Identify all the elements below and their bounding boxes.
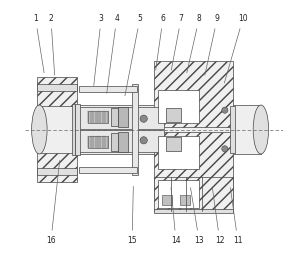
Text: 11: 11 bbox=[230, 188, 242, 245]
Bar bbox=[154, 177, 233, 211]
Text: 3: 3 bbox=[94, 14, 103, 85]
Text: 16: 16 bbox=[46, 161, 60, 245]
Text: 9: 9 bbox=[205, 14, 220, 75]
Ellipse shape bbox=[32, 105, 47, 154]
Bar bbox=[158, 180, 199, 208]
Text: 7: 7 bbox=[171, 14, 184, 70]
Circle shape bbox=[222, 107, 228, 113]
Bar bbox=[166, 107, 181, 122]
Bar bbox=[79, 87, 137, 92]
Text: 2: 2 bbox=[49, 14, 55, 75]
Bar bbox=[79, 167, 137, 172]
Bar bbox=[75, 104, 80, 155]
Bar bbox=[154, 132, 233, 198]
Bar bbox=[88, 111, 107, 123]
Bar bbox=[111, 133, 118, 151]
Bar bbox=[71, 104, 75, 155]
Text: 4: 4 bbox=[107, 14, 119, 93]
Text: 10: 10 bbox=[224, 14, 248, 83]
Bar bbox=[37, 153, 77, 182]
Bar bbox=[132, 84, 138, 175]
Text: 8: 8 bbox=[187, 14, 201, 73]
Text: 13: 13 bbox=[191, 188, 204, 245]
Bar bbox=[88, 136, 107, 148]
Text: 14: 14 bbox=[171, 188, 181, 245]
Ellipse shape bbox=[253, 105, 269, 154]
Bar bbox=[158, 90, 199, 123]
Text: 5: 5 bbox=[125, 14, 142, 96]
Bar bbox=[118, 132, 128, 152]
Bar bbox=[37, 84, 77, 91]
Bar bbox=[37, 77, 77, 106]
Bar bbox=[154, 209, 233, 213]
Bar bbox=[158, 136, 199, 169]
Bar bbox=[118, 107, 128, 127]
Text: 6: 6 bbox=[156, 14, 165, 70]
Text: 15: 15 bbox=[127, 186, 137, 245]
Circle shape bbox=[140, 137, 147, 144]
Bar bbox=[79, 130, 164, 152]
Bar bbox=[162, 195, 172, 205]
Bar bbox=[230, 106, 235, 153]
Bar bbox=[166, 137, 181, 152]
Bar bbox=[79, 107, 164, 129]
Bar bbox=[37, 168, 77, 175]
Bar bbox=[180, 195, 190, 205]
Bar bbox=[39, 105, 261, 154]
Circle shape bbox=[222, 146, 228, 152]
Circle shape bbox=[140, 115, 147, 122]
Text: 1: 1 bbox=[33, 14, 44, 73]
Bar bbox=[111, 108, 118, 126]
Text: 12: 12 bbox=[212, 188, 225, 245]
Bar bbox=[154, 61, 233, 127]
